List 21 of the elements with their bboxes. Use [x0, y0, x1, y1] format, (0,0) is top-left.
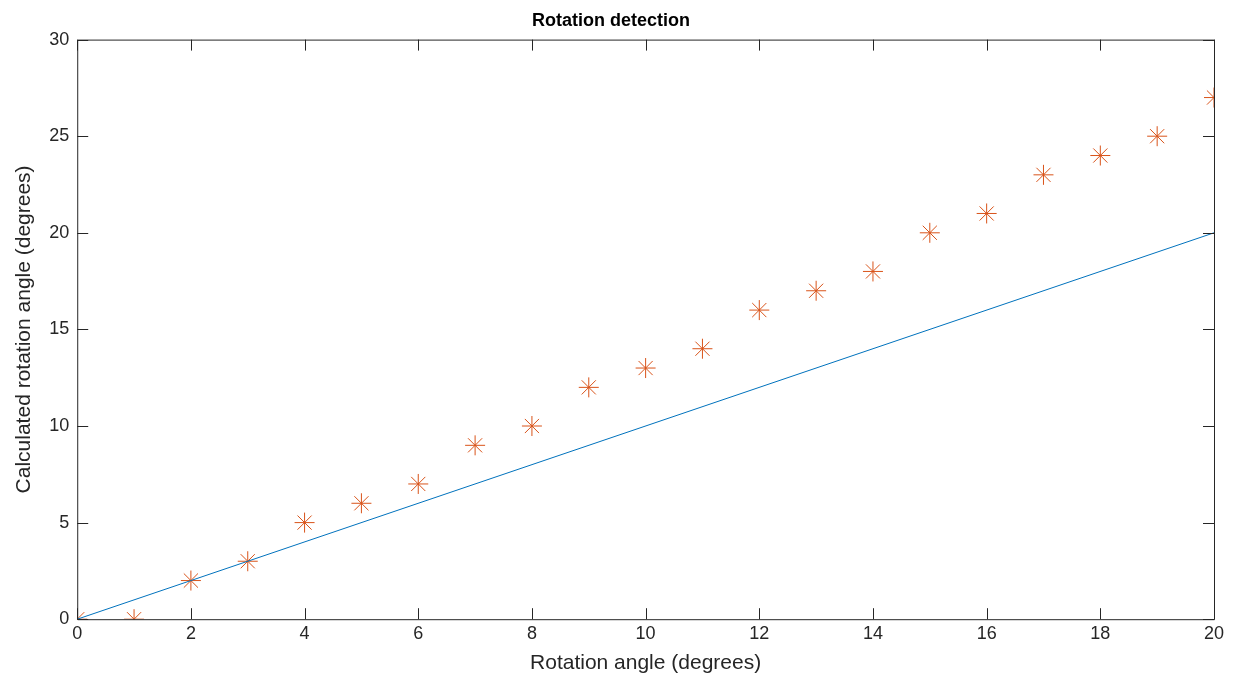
chart-title: Rotation detection [532, 9, 690, 30]
x-tick-label: 18 [1090, 622, 1111, 643]
x-tick-label: 8 [526, 622, 537, 643]
x-tick-label: 10 [635, 622, 656, 643]
x-tick-label: 16 [976, 622, 997, 643]
x-tick-label: 12 [749, 622, 770, 643]
x-tick-label: 6 [413, 622, 424, 643]
x-tick-label: 4 [299, 622, 310, 643]
x-tick-label: 14 [862, 622, 883, 643]
y-tick-label: 15 [49, 318, 70, 339]
y-tick-label: 30 [49, 28, 70, 49]
y-axis-title: Calculated rotation angle (degrees) [11, 165, 35, 494]
x-axis-title: Rotation angle (degrees) [530, 650, 762, 674]
x-tick-label: 2 [185, 622, 196, 643]
y-tick-label: 10 [49, 414, 70, 435]
y-tick-label: 25 [49, 125, 70, 146]
x-tick-label: 20 [1203, 622, 1225, 643]
x-tick-label: 0 [72, 622, 83, 643]
y-tick-label: 0 [59, 608, 70, 629]
y-tick-label: 5 [59, 511, 70, 532]
y-tick-label: 20 [49, 221, 70, 242]
